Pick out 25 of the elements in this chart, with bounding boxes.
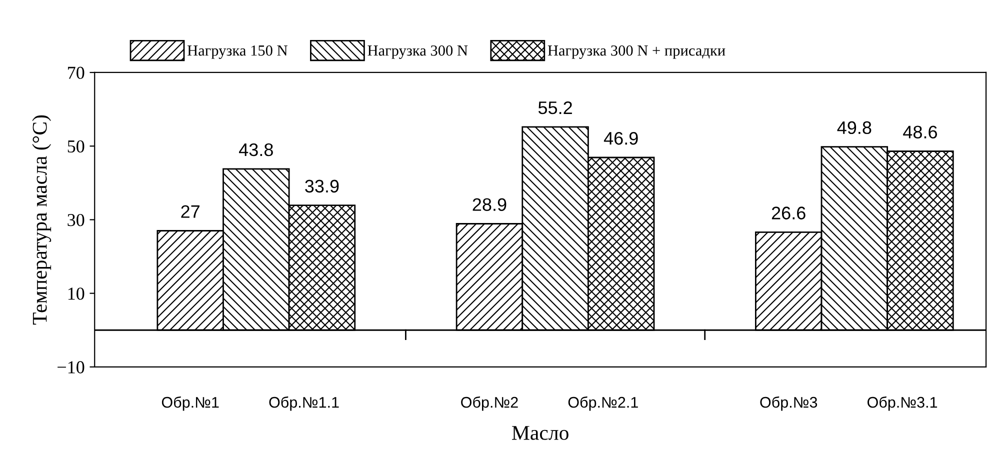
text: Обр.№3.1 xyxy=(868,396,938,411)
data-label: 28.9 xyxy=(472,198,506,211)
data-label: 48.6 xyxy=(903,126,938,138)
text: Обр.№1.1 xyxy=(269,396,339,411)
data-label: 43.8 xyxy=(239,143,273,156)
text: Обр.№2.1 xyxy=(568,396,638,411)
legend-label: Нагрузка 300 N + присадки xyxy=(548,45,726,59)
y-tick-label: 10 xyxy=(68,288,84,300)
data-label: 33.9 xyxy=(305,180,339,193)
text: Обр.№2 xyxy=(461,396,518,411)
text: Обр.№3 xyxy=(760,396,818,411)
data-label: 49.8 xyxy=(837,121,872,134)
text: Обр.№1 xyxy=(162,396,219,411)
data-label: 26.6 xyxy=(772,206,806,220)
y-tick-label: 30 xyxy=(68,214,84,226)
x-axis-title: Масло xyxy=(512,426,568,440)
data-label: 55.2 xyxy=(538,101,572,114)
y-tick-label: 50 xyxy=(68,140,84,153)
y-tick-label: 70 xyxy=(68,66,84,79)
y-axis-title: Температура масла (°C) xyxy=(32,115,52,325)
y-tick-label: −10 xyxy=(58,361,84,374)
data-label: 27 xyxy=(181,205,200,218)
legend-label: Нагрузка 150 N xyxy=(187,45,288,59)
legend-label: Нагрузка 300 N xyxy=(368,45,468,59)
data-label: 46.9 xyxy=(604,132,638,145)
